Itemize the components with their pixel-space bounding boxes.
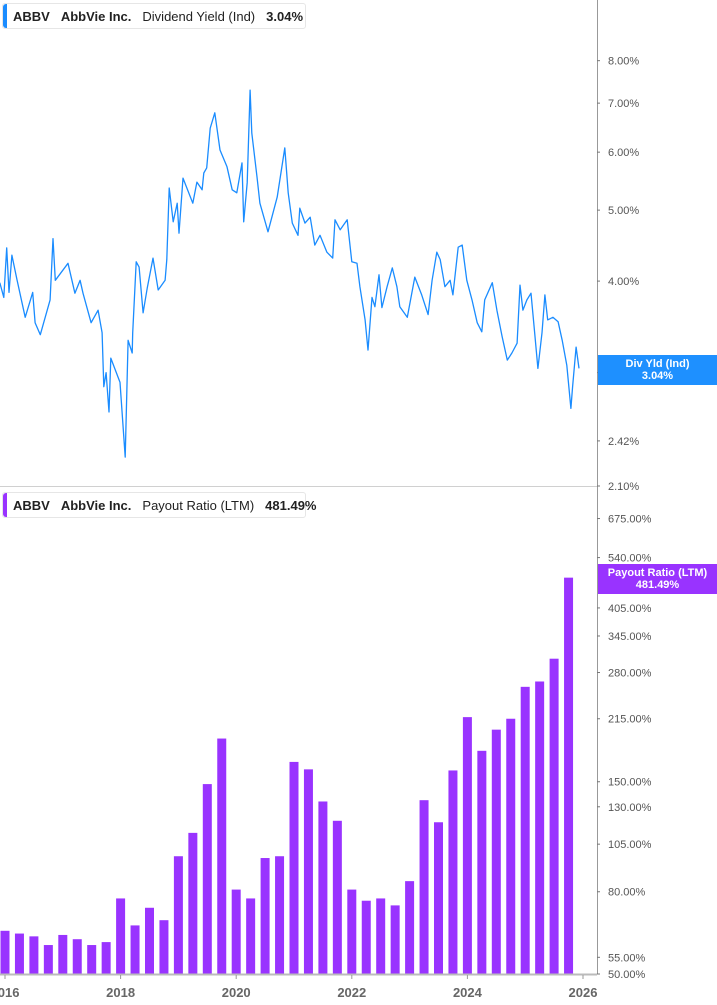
payout-bar xyxy=(549,658,559,974)
current-payout-tag: Payout Ratio (LTM) 481.49% xyxy=(598,564,717,594)
payout-axis-tick-label: 105.00% xyxy=(608,839,652,851)
series-color-swatch xyxy=(3,493,7,517)
tag-value: 3.04% xyxy=(641,370,674,382)
payout-bar xyxy=(116,898,126,974)
legend-metric: Dividend Yield (Ind) xyxy=(142,8,256,24)
payout-bar xyxy=(477,750,487,974)
payout-ratio-series xyxy=(0,577,574,974)
payout-axis-tick-label: 675.00% xyxy=(608,514,652,526)
top-legend: ABBV AbbVie Inc. Dividend Yield (Ind) 3.… xyxy=(2,3,306,29)
payout-axis-tick-label: 345.00% xyxy=(608,631,652,643)
x-tick-label: 2016 xyxy=(0,985,19,1000)
payout-bar xyxy=(462,717,472,974)
yield-axis-tick-label: 2.10% xyxy=(608,481,639,493)
payout-axis-tick-label: 540.00% xyxy=(608,553,652,565)
x-tick-label: 2020 xyxy=(222,985,251,1000)
yield-axis-tick-label: 2.42% xyxy=(608,436,639,448)
x-tick-label: 2018 xyxy=(106,985,135,1000)
payout-axis-tick-label: 55.00% xyxy=(608,952,646,964)
yield-axis-tick-label: 8.00% xyxy=(608,56,639,68)
payout-bar xyxy=(145,907,154,974)
legend-metric: Payout Ratio (LTM) xyxy=(142,497,255,513)
legend-value: 481.49% xyxy=(265,497,317,513)
x-tick-label: 2024 xyxy=(453,985,483,1000)
payout-bar xyxy=(347,889,357,974)
yield-axis-tick-label: 7.00% xyxy=(608,98,639,110)
current-yield-tag: Div Yld (Ind) 3.04% xyxy=(598,355,717,385)
payout-axis-tick-label: 50.00% xyxy=(608,969,646,981)
tag-label: Div Yld (Ind) xyxy=(625,358,690,370)
x-tick-label: 2026 xyxy=(569,985,598,1000)
dividend-yield-line xyxy=(0,89,580,458)
legend-ticker: ABBV xyxy=(13,497,50,513)
legend-company: AbbVie Inc. xyxy=(60,497,132,513)
payout-bar xyxy=(72,939,82,974)
payout-bar xyxy=(491,729,501,974)
payout-axis-tick-label: 215.00% xyxy=(608,714,652,726)
payout-bar xyxy=(159,920,169,974)
payout-bar xyxy=(434,822,443,974)
payout-bar xyxy=(361,900,371,974)
payout-bar xyxy=(101,942,111,974)
x-tick-label: 2022 xyxy=(337,985,366,1000)
payout-bar xyxy=(0,930,10,974)
legend-ticker: ABBV xyxy=(13,8,50,24)
payout-bar xyxy=(506,718,516,974)
yield-axis-tick-label: 6.00% xyxy=(608,147,639,159)
payout-bar xyxy=(202,784,212,974)
payout-bar xyxy=(332,820,342,974)
payout-bar xyxy=(43,945,53,974)
payout-bar xyxy=(217,738,227,974)
payout-bar xyxy=(260,858,270,974)
payout-bar xyxy=(318,801,328,974)
payout-axis-tick-label: 280.00% xyxy=(608,668,652,680)
yield-axis-tick-label: 5.00% xyxy=(608,205,639,217)
yield-axis-tick-label: 4.00% xyxy=(608,276,639,288)
bottom-legend: ABBV AbbVie Inc. Payout Ratio (LTM) 481.… xyxy=(2,492,316,518)
payout-bar xyxy=(14,933,24,974)
payout-axis-tick-label: 80.00% xyxy=(608,887,646,899)
payout-bar xyxy=(188,832,198,974)
payout-bar xyxy=(564,577,574,974)
legend-company: AbbVie Inc. xyxy=(60,8,132,24)
series-color-swatch xyxy=(3,4,7,28)
payout-axis-tick-label: 130.00% xyxy=(608,802,652,814)
tag-label: Payout Ratio (LTM) xyxy=(607,567,708,579)
payout-bar xyxy=(419,800,429,974)
payout-bar xyxy=(130,925,140,974)
payout-bar xyxy=(87,945,97,974)
payout-bar xyxy=(520,686,530,974)
payout-axis-tick-label: 150.00% xyxy=(608,777,652,789)
payout-bar xyxy=(390,905,400,974)
payout-bar xyxy=(231,889,241,974)
payout-bar xyxy=(246,898,256,974)
payout-bar xyxy=(289,761,299,974)
payout-bar xyxy=(58,934,68,974)
payout-bar xyxy=(173,856,183,974)
dividend-yield-series xyxy=(0,89,580,458)
payout-bar xyxy=(448,770,458,974)
payout-bar xyxy=(376,898,386,974)
payout-bar xyxy=(275,856,285,974)
payout-axis-tick-label: 405.00% xyxy=(608,603,652,615)
payout-bar xyxy=(535,681,545,974)
payout-bar xyxy=(303,769,313,974)
payout-bar xyxy=(405,881,415,974)
payout-bar xyxy=(29,936,39,974)
legend-value: 3.04% xyxy=(266,8,304,24)
tag-value: 481.49% xyxy=(635,579,680,591)
